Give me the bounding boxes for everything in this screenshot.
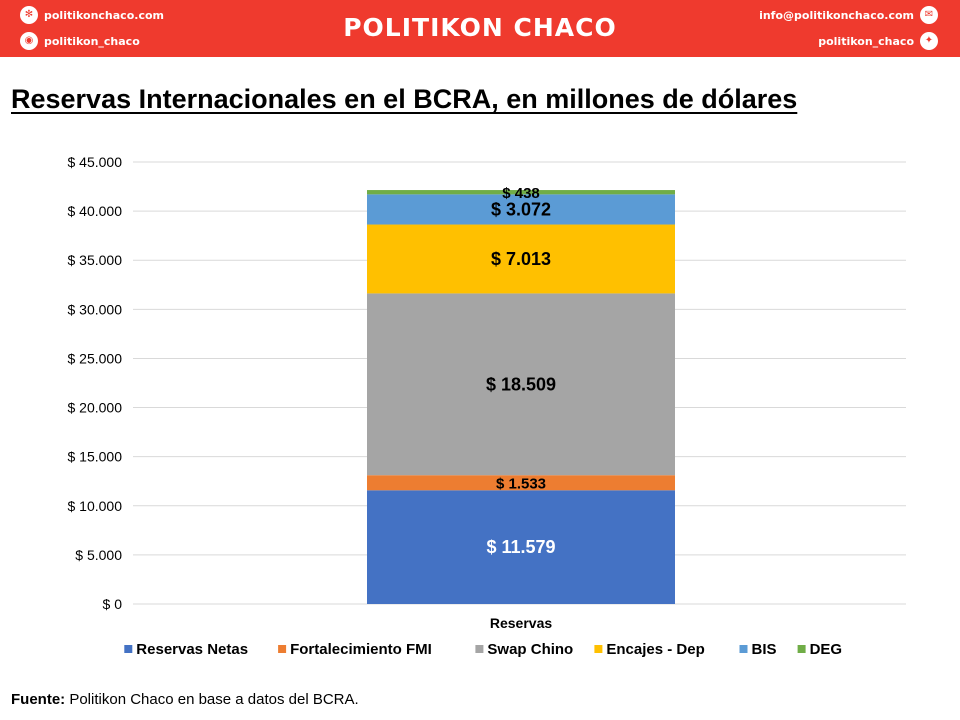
legend-swatch <box>739 645 748 653</box>
source-text: Politikon Chaco en base a datos del BCRA… <box>65 691 359 708</box>
data-label: $ 3.072 <box>491 199 551 219</box>
email-link[interactable]: info@politikonchaco.com ✉ <box>759 6 938 24</box>
bar-segment <box>367 190 675 195</box>
y-tick-label: $ 20.000 <box>68 400 123 416</box>
brand-logo: POLITIKON CHACO <box>343 13 617 42</box>
legend-swatch <box>594 645 603 653</box>
y-tick-label: $ 5.000 <box>75 547 122 563</box>
y-tick-label: $ 35.000 <box>68 252 123 268</box>
y-tick-label: $ 25.000 <box>68 350 123 366</box>
legend-label: Fortalecimiento FMI <box>290 641 432 658</box>
y-tick-label: $ 45.000 <box>68 154 123 170</box>
page-title: Reservas Internacionales en el BCRA, en … <box>11 84 798 114</box>
instagram-link[interactable]: ◉ politikon_chaco <box>20 32 140 50</box>
dribbble-icon: ✻ <box>20 6 38 24</box>
bar-segment <box>367 475 675 491</box>
bar-segment <box>367 293 675 476</box>
instagram-handle: politikon_chaco <box>44 34 140 48</box>
data-label: $ 7.013 <box>491 249 551 269</box>
twitter-icon: ✦ <box>920 32 938 50</box>
y-tick-label: $ 0 <box>103 596 123 612</box>
website-text: politikonchaco.com <box>44 8 164 22</box>
data-label: $ 1.533 <box>496 476 546 493</box>
email-text: info@politikonchaco.com <box>759 8 914 22</box>
stacked-bar-chart: $ 0 $ 5.000 $ 10.000 $ 15.000 $ 20.000 $ 25.0… <box>68 154 906 658</box>
instagram-icon: ◉ <box>20 32 38 50</box>
source-label: Fuente: <box>11 691 66 708</box>
legend-label: Encajes - Dep <box>606 641 704 658</box>
twitter-link[interactable]: politikon_chaco ✦ <box>818 32 938 50</box>
y-tick-label: $ 30.000 <box>68 301 123 317</box>
bar-segment <box>367 194 675 225</box>
twitter-handle: politikon_chaco <box>818 34 914 48</box>
header-banner: ✻ politikonchaco.com ◉ politikon_chaco P… <box>0 0 960 57</box>
bar-segment <box>367 490 675 604</box>
legend-label: BIS <box>752 641 777 658</box>
data-label: $ 11.579 <box>486 537 555 557</box>
y-tick-label: $ 10.000 <box>68 498 123 514</box>
x-category-label: Reservas <box>490 615 552 631</box>
bar-segment <box>367 224 675 294</box>
legend-label: Reservas Netas <box>136 641 248 658</box>
data-label: $ 438 <box>502 185 540 202</box>
legend-label: DEG <box>810 641 843 658</box>
legend-swatch <box>797 645 806 653</box>
mail-icon: ✉ <box>920 6 938 24</box>
data-label: $ 18.509 <box>486 374 556 394</box>
legend-label: Swap Chino <box>487 641 573 658</box>
legend-swatch <box>475 645 484 653</box>
legend-swatch <box>278 645 287 653</box>
legend-swatch <box>124 645 133 653</box>
website-link[interactable]: ✻ politikonchaco.com <box>20 6 164 24</box>
y-tick-label: $ 15.000 <box>68 449 123 465</box>
source-footer: Fuente: Politikon Chaco en base a datos … <box>11 691 359 708</box>
y-tick-label: $ 40.000 <box>68 203 123 219</box>
